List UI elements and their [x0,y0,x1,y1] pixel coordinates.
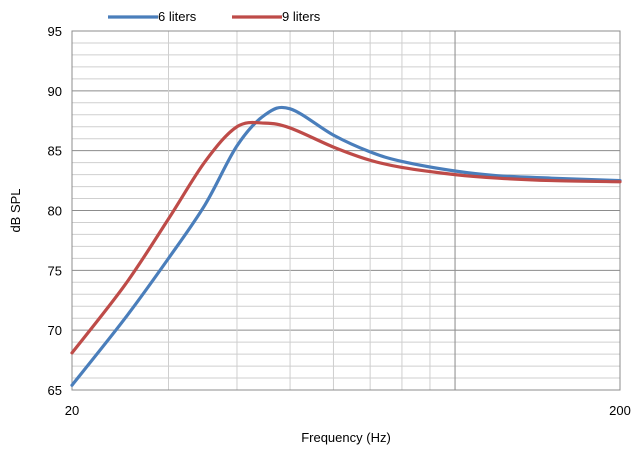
y-tick-label: 80 [48,204,62,219]
y-axis-label: dB SPL [8,188,23,232]
y-tick-label: 95 [48,24,62,39]
y-axis-tick-labels: 65 70 75 80 85 90 95 [48,24,62,398]
x-tick-label: 200 [609,403,631,418]
y-tick-label: 90 [48,84,62,99]
series-lines [70,105,622,387]
y-tick-label: 65 [48,383,62,398]
y-tick-label: 75 [48,263,62,278]
y-tick-label: 85 [48,144,62,159]
plot-area-border [71,30,621,391]
x-axis-tick-labels: 20 200 [65,403,631,418]
series-line-6-liters [70,105,622,387]
legend-label: 6 liters [158,9,197,24]
x-axis-label: Frequency (Hz) [301,430,391,445]
legend-label: 9 liters [282,9,321,24]
legend: 6 liters 9 liters [108,9,321,24]
series-line-9-liters [70,120,622,355]
grid-lines [72,30,620,391]
x-tick-label: 20 [65,403,79,418]
y-tick-label: 70 [48,323,62,338]
